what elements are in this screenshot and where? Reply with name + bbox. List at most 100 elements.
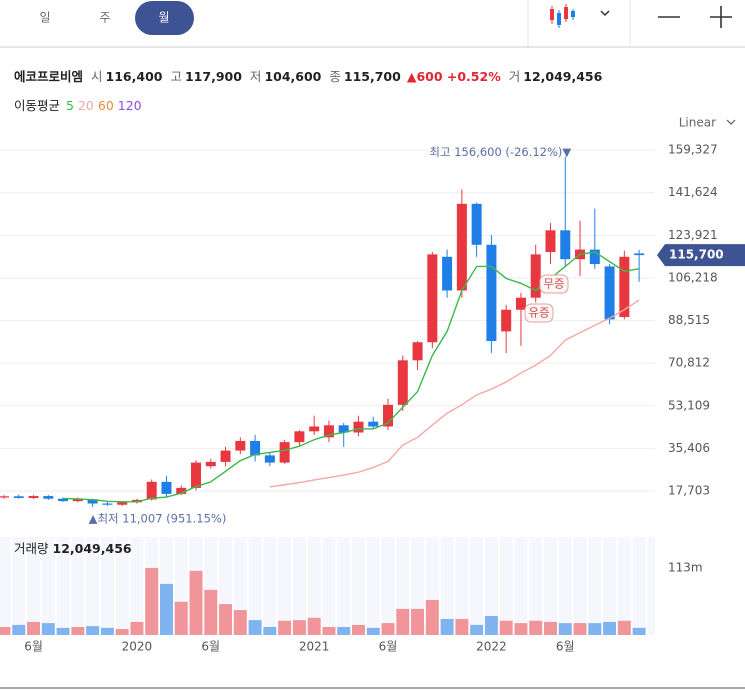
- volume-bar: [366, 627, 380, 635]
- x-tick-label: 6월: [24, 640, 43, 654]
- volume-bar: [351, 624, 365, 635]
- candle-body: [353, 421, 364, 433]
- volume-bar: [145, 567, 159, 635]
- info-key: 저: [250, 69, 262, 84]
- y-tick-label: 53,109: [668, 398, 710, 412]
- tab-day[interactable]: 일: [39, 11, 50, 25]
- info-key: 고: [170, 69, 182, 84]
- candle-body: [58, 498, 69, 502]
- legend-entry[interactable]: 20: [78, 98, 94, 113]
- event-label: 유증: [528, 306, 549, 320]
- candle-body: [501, 309, 512, 332]
- zoom-in[interactable]: [710, 6, 732, 28]
- candle-body: [131, 499, 142, 503]
- volume-bar: [381, 623, 395, 635]
- volume-bar: [543, 621, 557, 635]
- scale-label[interactable]: Linear: [679, 116, 716, 130]
- volume-bar: [174, 601, 188, 635]
- candle-body: [191, 462, 202, 488]
- candle-body: [589, 249, 600, 265]
- volume-bar: [617, 620, 631, 635]
- info-key: 시: [91, 69, 103, 84]
- candle-body: [294, 431, 305, 443]
- candle-body: [383, 404, 394, 427]
- candle-body: [545, 230, 556, 252]
- event-badge: [524, 303, 554, 323]
- legend-entry[interactable]: 5: [66, 98, 74, 113]
- volume-bar: [529, 620, 543, 635]
- candle-body: [264, 455, 275, 463]
- candle-body: [604, 266, 615, 320]
- volume-bar: [455, 618, 469, 635]
- candle-body: [43, 496, 54, 499]
- y-tick-label: 35,406: [668, 441, 710, 455]
- x-tick-label: 6월: [379, 640, 398, 654]
- stock-name: 에코프로비엠: [14, 69, 83, 84]
- period-tabs: 일 주 월: [39, 1, 194, 35]
- volume-title: 거래량 12,049,456: [14, 541, 132, 556]
- x-tick-label: 6월: [201, 640, 220, 654]
- volume-bar: [588, 623, 602, 635]
- x-tick-label: 2022: [476, 640, 507, 654]
- y-tick-label: 106,218: [668, 270, 718, 284]
- volume-bar: [411, 608, 425, 635]
- volume-bar: [71, 626, 85, 635]
- volume-bar: [27, 621, 41, 635]
- scale-chevron[interactable]: [726, 119, 736, 125]
- volume-bar: [0, 626, 11, 635]
- tab-active-bg[interactable]: [135, 1, 194, 35]
- candle-body: [456, 203, 467, 291]
- volume-bar: [292, 620, 306, 635]
- candle-body: [368, 421, 379, 427]
- legend-entry[interactable]: 60: [98, 98, 114, 113]
- candle-body: [250, 440, 261, 456]
- info-value: 117,900: [185, 69, 242, 84]
- candle-body: [412, 342, 423, 361]
- event-badge: [539, 274, 569, 294]
- ma-legend: 이동평균 5 20 60 120: [14, 98, 142, 113]
- volume-panel: [0, 537, 655, 635]
- ma-legend-text: 이동평균 5 20 60 120: [14, 98, 142, 113]
- volume-bar: [233, 610, 247, 635]
- info-key: 거: [509, 69, 521, 84]
- plot: 17,703 35,406 53,109 70,812 88,515 106,218 123…: [0, 143, 745, 654]
- candle-body: [28, 496, 39, 498]
- price-tag: 115,700: [669, 248, 724, 262]
- candle-body: [13, 496, 24, 498]
- x-tick-label: 2021: [299, 640, 330, 654]
- volume-bar: [484, 616, 498, 635]
- volume-key: 거래량: [14, 541, 49, 556]
- volume-bar: [322, 626, 336, 635]
- volume-bar: [159, 583, 173, 635]
- candle-body: [161, 481, 172, 494]
- volume-bar: [573, 623, 587, 635]
- y-tick-label: 17,703: [668, 483, 710, 497]
- y-tick-label: 159,327: [668, 143, 718, 157]
- tab-month[interactable]: 월: [158, 11, 169, 25]
- volume-bar: [558, 623, 572, 635]
- price-change: ▲600 +0.52%: [407, 69, 501, 84]
- volume-bar: [56, 627, 70, 635]
- info-value: 115,700: [344, 69, 401, 84]
- tab-week[interactable]: 주: [99, 11, 110, 25]
- candle-body: [102, 503, 113, 505]
- info-value: 104,600: [264, 69, 321, 84]
- candle-body: [560, 230, 571, 260]
- candle-body: [442, 256, 453, 291]
- candle-body: [0, 496, 9, 498]
- volume-bar: [263, 626, 277, 635]
- legend-entry[interactable]: 120: [118, 98, 142, 113]
- volume-bar: [603, 621, 617, 635]
- candle-body: [279, 442, 290, 463]
- dropdown-chevron[interactable]: [600, 10, 610, 17]
- quote-info: 에코프로비엠 시 116,400 고 117,900 저 104,600 종 115,700 ▲6…: [14, 69, 603, 84]
- low-annotation: ▲최저 11,007 (951.15%): [89, 512, 227, 526]
- volume-bar: [470, 624, 484, 635]
- chart-type-icon[interactable]: [550, 4, 575, 28]
- candle-body: [205, 461, 216, 467]
- candle-body: [146, 481, 157, 500]
- candle-body: [323, 425, 334, 438]
- candle-body: [220, 450, 231, 462]
- volume-bar: [12, 624, 26, 635]
- info-value: 12,049,456: [523, 69, 602, 84]
